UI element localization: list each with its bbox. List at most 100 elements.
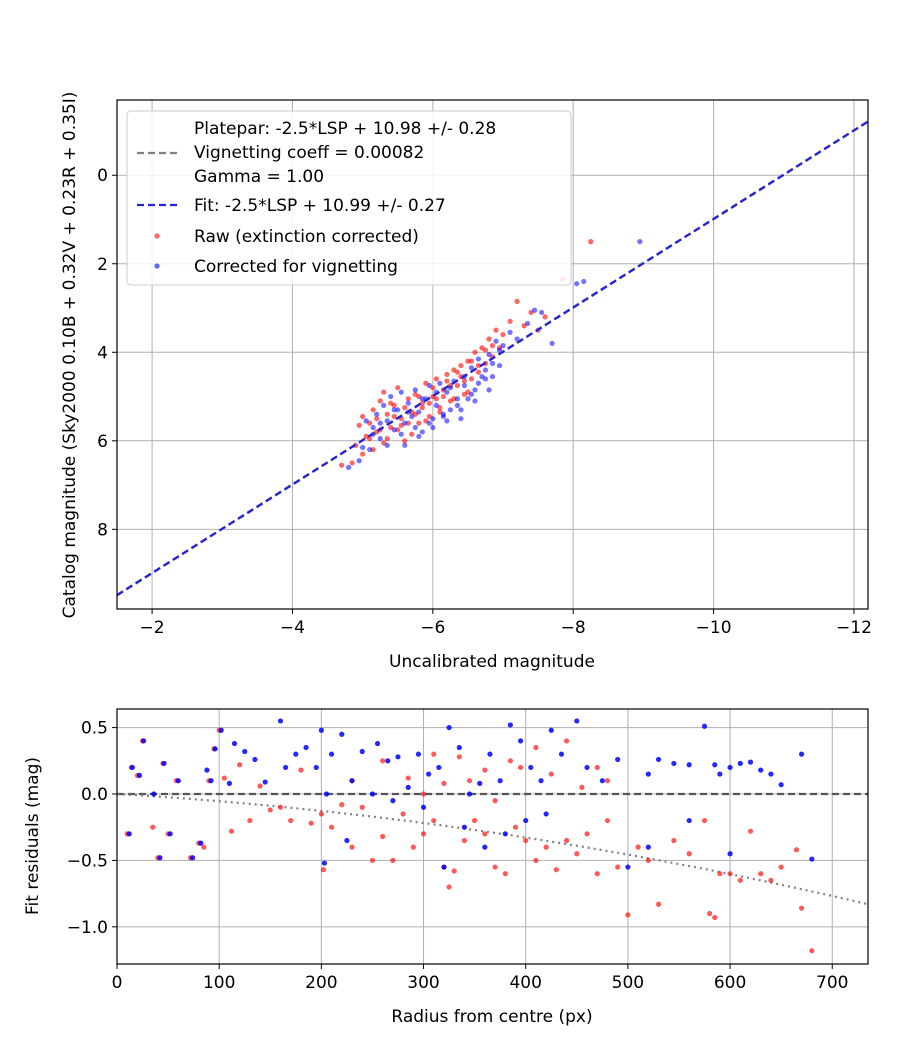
top-plot-frame bbox=[116, 99, 869, 610]
raw-point bbox=[384, 411, 390, 417]
corrected-point bbox=[487, 751, 493, 757]
corrected-point bbox=[465, 396, 471, 402]
x-tick-label: 300 bbox=[407, 973, 439, 993]
corrected-point bbox=[384, 418, 390, 424]
corrected-point bbox=[409, 413, 415, 420]
legend-platepar-line2: Vignetting coeff = 0.00082 bbox=[194, 143, 424, 163]
corrected-point bbox=[809, 856, 815, 862]
corrected-point bbox=[454, 402, 461, 408]
raw-point bbox=[228, 828, 235, 834]
raw-point bbox=[594, 871, 600, 877]
corrected-point bbox=[381, 402, 387, 408]
corrected-point bbox=[360, 444, 366, 451]
corrected-point bbox=[395, 754, 401, 760]
corrected-point bbox=[727, 851, 733, 857]
corrected-point bbox=[645, 844, 651, 850]
y-tick-label: 0.0 bbox=[81, 785, 108, 805]
corrected-point bbox=[262, 779, 268, 785]
raw-point bbox=[458, 362, 464, 369]
legend-box bbox=[126, 110, 572, 286]
corrected-point bbox=[502, 831, 508, 837]
raw-point bbox=[349, 460, 355, 466]
raw-point bbox=[563, 837, 570, 844]
corrected-point bbox=[486, 387, 492, 393]
corrected-point bbox=[489, 374, 496, 380]
corrected-point bbox=[500, 343, 506, 349]
corrected-point bbox=[615, 756, 621, 763]
corrected-point bbox=[496, 362, 503, 369]
raw-point bbox=[380, 758, 386, 764]
raw-point bbox=[431, 751, 437, 757]
corrected-point bbox=[454, 396, 461, 402]
raw-point bbox=[409, 431, 415, 437]
raw-point bbox=[339, 802, 345, 808]
legend-corrected-label: Corrected for vignetting bbox=[194, 257, 398, 277]
corrected-point bbox=[528, 764, 534, 771]
raw-point bbox=[221, 775, 227, 781]
corrected-point bbox=[466, 791, 473, 797]
catalog-vs-uncalibrated-chart: −2 −4 −6 −8 −10 −12 0 2 4 6 8 Uncalibrated magnitu… bbox=[60, 92, 872, 672]
corrected-point bbox=[140, 738, 147, 744]
raw-point bbox=[277, 804, 284, 810]
raw-point bbox=[267, 807, 273, 813]
raw-point bbox=[451, 868, 457, 874]
corrected-point bbox=[398, 389, 404, 395]
corrected-point bbox=[737, 760, 743, 767]
raw-point bbox=[395, 385, 401, 391]
raw-point bbox=[635, 844, 641, 850]
raw-point bbox=[359, 804, 365, 810]
corrected-point bbox=[701, 723, 708, 729]
corrected-point bbox=[532, 307, 538, 313]
raw-point bbox=[320, 867, 326, 873]
corrected-point bbox=[430, 424, 436, 431]
y-tick-label: 0 bbox=[97, 166, 108, 186]
raw-point bbox=[461, 378, 468, 384]
bottom-scatter-points bbox=[124, 718, 815, 954]
corrected-point bbox=[507, 329, 513, 335]
raw-point bbox=[380, 833, 386, 840]
x-tick-label: 0 bbox=[112, 973, 123, 993]
raw-point bbox=[512, 824, 519, 830]
raw-point bbox=[542, 314, 548, 320]
raw-point bbox=[793, 847, 800, 853]
raw-point bbox=[747, 828, 754, 834]
corrected-point bbox=[447, 407, 453, 413]
corrected-point bbox=[412, 387, 418, 393]
corrected-point bbox=[321, 860, 328, 866]
corrected-point bbox=[447, 385, 453, 391]
raw-point bbox=[701, 817, 708, 824]
corrected-point bbox=[645, 771, 651, 777]
raw-point bbox=[588, 239, 594, 245]
corrected-point bbox=[419, 396, 425, 402]
raw-point bbox=[444, 378, 450, 384]
corrected-point bbox=[370, 424, 376, 431]
corrected-point bbox=[391, 407, 397, 413]
raw-point bbox=[758, 871, 764, 877]
corrected-point bbox=[507, 722, 513, 728]
raw-point bbox=[645, 857, 651, 864]
raw-point bbox=[482, 347, 489, 353]
corrected-point bbox=[798, 751, 805, 757]
corrected-point bbox=[581, 278, 587, 285]
raw-point bbox=[707, 910, 713, 917]
raw-point bbox=[563, 738, 570, 744]
raw-point bbox=[475, 362, 482, 369]
bottom-plot-frame bbox=[116, 708, 869, 965]
raw-point bbox=[468, 376, 475, 382]
raw-point bbox=[420, 831, 427, 837]
raw-point bbox=[298, 767, 304, 773]
x-tick-label: −10 bbox=[696, 618, 732, 638]
corrected-point bbox=[377, 420, 383, 426]
raw-point bbox=[338, 462, 345, 468]
raw-point bbox=[466, 778, 473, 784]
corrected-point bbox=[167, 831, 173, 837]
corrected-point bbox=[242, 748, 248, 755]
raw-point bbox=[374, 416, 380, 422]
x-tick-label: 600 bbox=[714, 973, 746, 993]
corrected-point bbox=[458, 416, 464, 422]
corrected-point bbox=[514, 336, 520, 342]
corrected-point bbox=[497, 778, 503, 784]
raw-point bbox=[247, 817, 253, 824]
raw-point bbox=[402, 405, 408, 411]
raw-point bbox=[367, 435, 373, 442]
